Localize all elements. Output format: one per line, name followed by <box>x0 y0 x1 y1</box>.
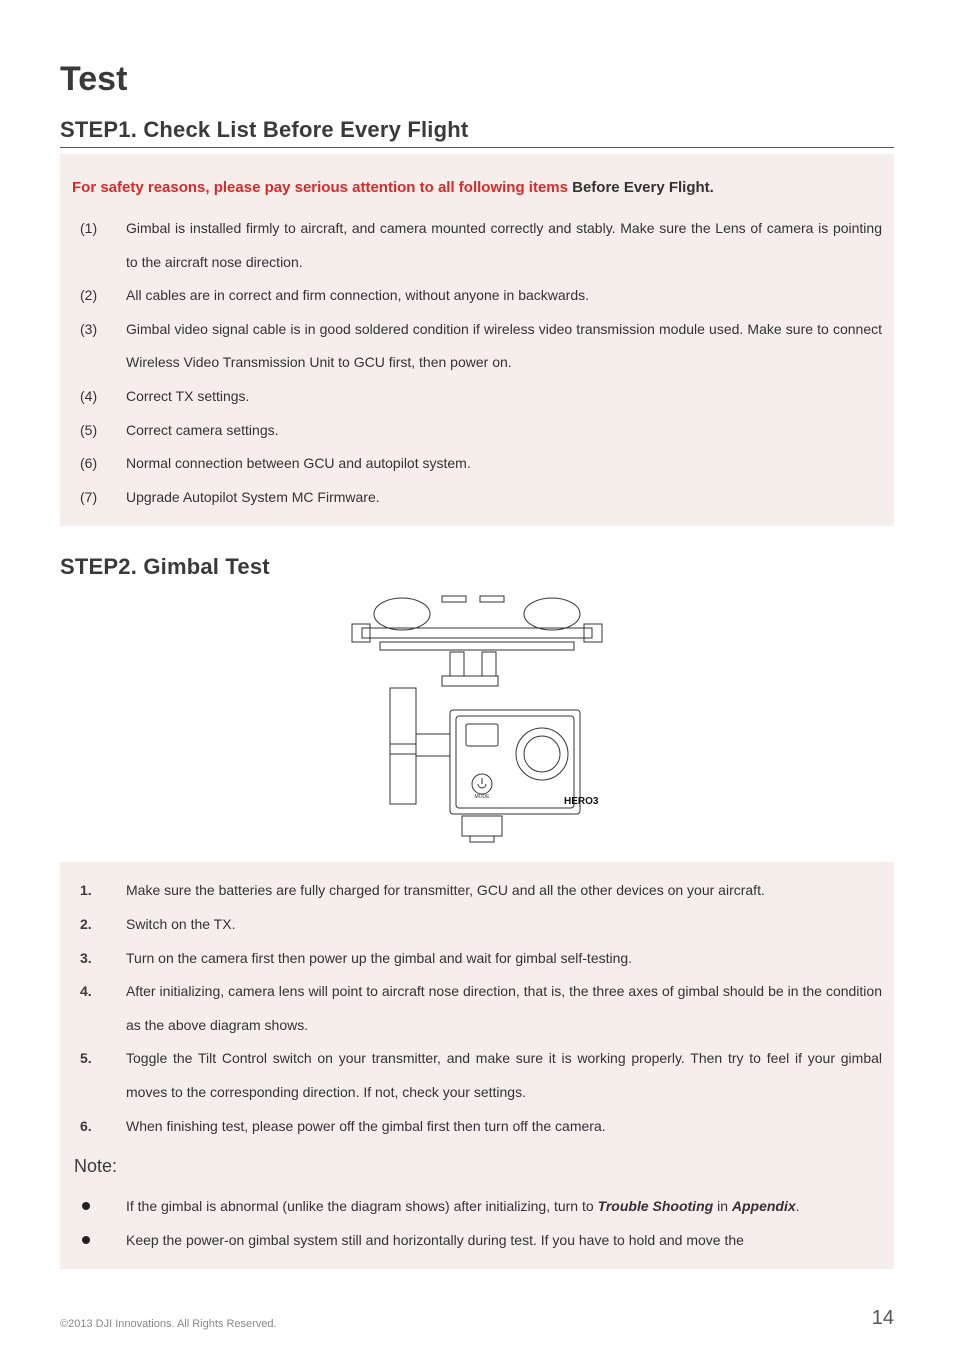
checklist-item: Gimbal is installed firmly to aircraft, … <box>72 212 882 279</box>
checklist-item: Upgrade Autopilot System MC Firmware. <box>72 481 882 515</box>
checklist-item: Correct camera settings. <box>72 414 882 448</box>
safety-warning: For safety reasons, please pay serious a… <box>72 170 882 206</box>
gimbal-diagram: MODE HERO3 <box>332 594 622 854</box>
page-title: Test <box>60 60 894 99</box>
safety-warning-red: For safety reasons, please pay serious a… <box>72 179 568 196</box>
checklist: Gimbal is installed firmly to aircraft, … <box>72 212 882 514</box>
test-step: Turn on the camera first then power up t… <box>72 942 882 976</box>
step2-box: Make sure the batteries are fully charge… <box>60 862 894 1269</box>
checklist-item: All cables are in correct and firm conne… <box>72 279 882 313</box>
step1-heading: STEP1. Check List Before Every Flight <box>60 117 894 148</box>
test-step: Toggle the Tilt Control switch on your t… <box>72 1042 882 1109</box>
checklist-item: Gimbal video signal cable is in good sol… <box>72 313 882 380</box>
test-step: Make sure the batteries are fully charge… <box>72 874 882 908</box>
copyright-text: ©2013 DJI Innovations. All Rights Reserv… <box>60 1318 277 1330</box>
checklist-item: Normal connection between GCU and autopi… <box>72 447 882 481</box>
note-text-post: . <box>796 1198 800 1214</box>
note-item: Keep the power-on gimbal system still an… <box>72 1224 882 1258</box>
step2-heading: STEP2. Gimbal Test <box>60 554 894 584</box>
test-steps: Make sure the batteries are fully charge… <box>72 874 882 1143</box>
page-number: 14 <box>872 1307 894 1330</box>
note-text-mid: in <box>713 1198 732 1214</box>
test-step: Switch on the TX. <box>72 908 882 942</box>
note-emph-2: Appendix <box>732 1198 796 1214</box>
note-heading: Note: <box>74 1145 882 1188</box>
svg-text:MODE: MODE <box>475 794 491 800</box>
note-list: If the gimbal is abnormal (unlike the di… <box>72 1190 882 1257</box>
test-step: When finishing test, please power off th… <box>72 1110 882 1144</box>
note-emph-1: Trouble Shooting <box>598 1198 714 1214</box>
note-text-pre: If the gimbal is abnormal (unlike the di… <box>126 1198 598 1214</box>
step1-box: For safety reasons, please pay serious a… <box>60 154 894 526</box>
page-footer: ©2013 DJI Innovations. All Rights Reserv… <box>60 1307 894 1330</box>
camera-label: HERO3 <box>564 796 599 807</box>
safety-warning-black: Before Every Flight. <box>568 179 714 196</box>
test-step: After initializing, camera lens will poi… <box>72 975 882 1042</box>
checklist-item: Correct TX settings. <box>72 380 882 414</box>
note-item: If the gimbal is abnormal (unlike the di… <box>72 1190 882 1224</box>
